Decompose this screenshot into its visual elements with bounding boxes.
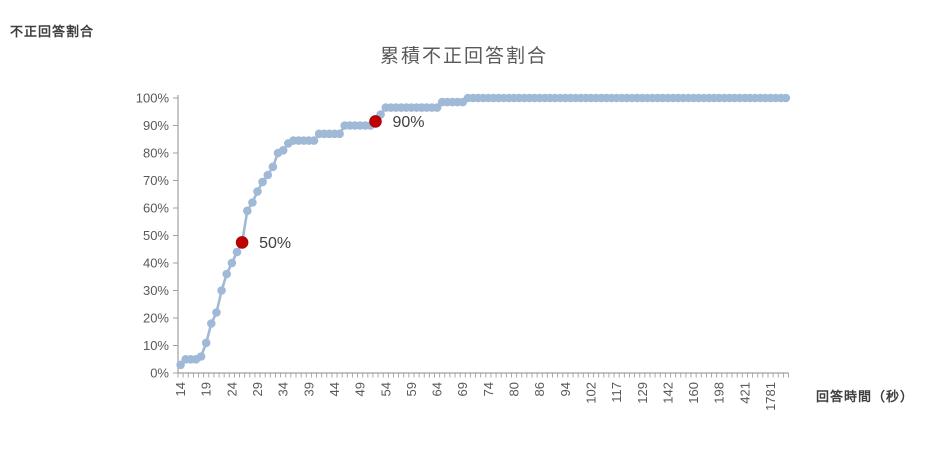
series-line xyxy=(179,96,788,367)
x-tick-label: 86 xyxy=(532,382,547,396)
series-dot xyxy=(268,162,278,172)
percentile-marker-90 xyxy=(369,115,382,128)
series-dot xyxy=(217,286,226,295)
series-dot xyxy=(227,258,237,268)
series-dot xyxy=(248,198,257,207)
x-tick-label: 64 xyxy=(430,382,445,396)
series-dot xyxy=(263,170,273,180)
x-tick-label: 59 xyxy=(404,382,419,396)
series-dot xyxy=(201,338,211,348)
x-tick-label: 49 xyxy=(353,382,368,396)
y-tick-label: 0% xyxy=(150,366,169,381)
y-tick-label: 100% xyxy=(136,91,170,106)
y-tick-label: 60% xyxy=(143,201,169,216)
x-tick-label: 94 xyxy=(558,382,573,396)
y-tick-label: 30% xyxy=(143,283,169,298)
x-tick-label: 142 xyxy=(660,382,675,404)
series-dot xyxy=(335,129,344,139)
series-dot xyxy=(232,247,242,257)
series-dot xyxy=(222,269,231,279)
y-tick-label: 80% xyxy=(143,146,169,161)
series-dot xyxy=(212,308,221,317)
series-dot xyxy=(243,206,252,216)
series-dot xyxy=(253,187,262,196)
x-tick-label: 34 xyxy=(276,382,291,396)
x-tick-label: 14 xyxy=(173,382,188,396)
x-tick-label: 74 xyxy=(481,382,496,396)
y-tick-label: 70% xyxy=(143,173,169,188)
x-tick-label: 1781 xyxy=(763,382,778,411)
percentile-marker-50 xyxy=(235,236,249,249)
x-tick-label: 421 xyxy=(737,382,752,404)
x-tick-label: 69 xyxy=(455,382,470,396)
series-dot xyxy=(196,352,206,361)
x-tick-label: 44 xyxy=(327,382,342,396)
y-tick-label: 90% xyxy=(143,118,169,133)
x-tick-label: 80 xyxy=(507,382,522,396)
x-tick-label: 129 xyxy=(635,382,650,404)
y-tick-label: 20% xyxy=(143,311,169,326)
y-tick-label: 10% xyxy=(143,338,169,353)
series-dot xyxy=(432,103,442,112)
x-axis-title: 回答時間（秒） xyxy=(815,389,914,404)
series-dot xyxy=(781,93,791,103)
y-tick-label: 50% xyxy=(143,228,169,243)
y-axis-title: 不正回答割合 xyxy=(10,24,95,39)
x-tick-label: 29 xyxy=(250,382,265,396)
x-tick-label: 117 xyxy=(609,382,624,403)
chart-title: 累積不正回答割合 xyxy=(379,46,548,67)
series-dot xyxy=(278,146,288,155)
marker-label-90: 90% xyxy=(393,114,425,131)
x-tick-label: 39 xyxy=(301,382,316,396)
x-tick-label: 19 xyxy=(199,382,214,396)
x-tick-label: 24 xyxy=(224,382,239,396)
series-dot xyxy=(207,319,216,328)
series-dot xyxy=(309,136,319,145)
marker-label-50: 50% xyxy=(259,235,291,252)
series-dot xyxy=(258,177,267,187)
series-dot xyxy=(176,360,185,370)
x-tick-label: 198 xyxy=(712,382,727,404)
y-tick-label: 40% xyxy=(143,256,169,271)
x-tick-label: 160 xyxy=(686,382,701,404)
x-tick-label: 54 xyxy=(378,382,393,396)
x-tick-label: 102 xyxy=(583,382,598,404)
